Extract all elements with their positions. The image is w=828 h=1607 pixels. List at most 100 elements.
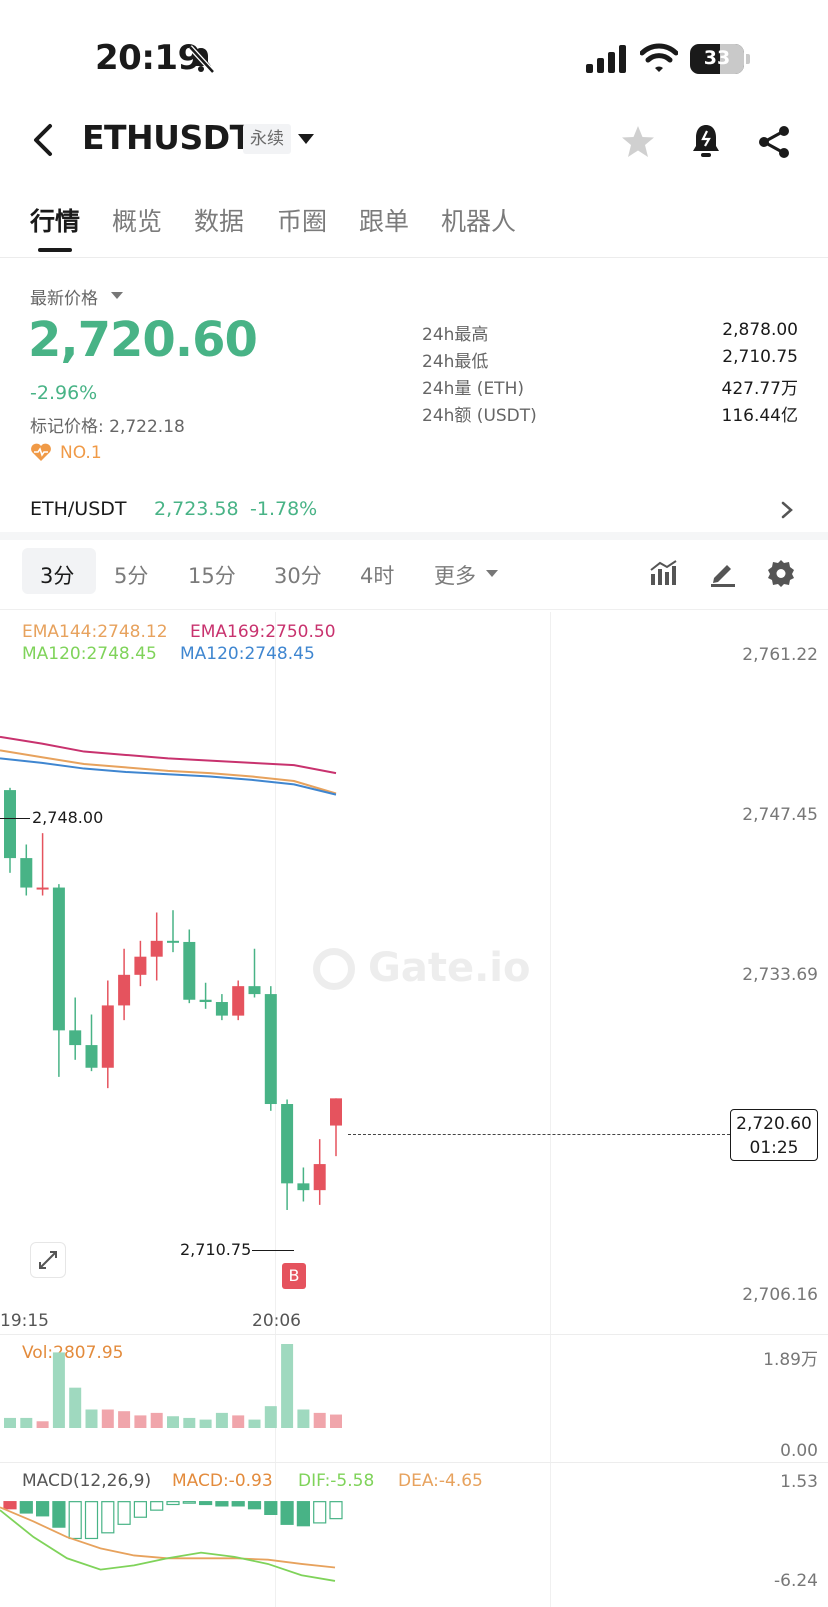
stat-label-volume: 24h量 (ETH) <box>422 379 524 399</box>
settings-gear-icon[interactable] <box>766 558 796 588</box>
tab-market[interactable]: 行情 <box>30 207 81 236</box>
volume-bar <box>134 1415 147 1428</box>
macd-histogram-bar <box>19 1501 33 1514</box>
legend-dea: DEA:-4.65 <box>398 1471 483 1491</box>
tab-data[interactable]: 数据 <box>194 207 245 236</box>
x-axis-label: 19:15 <box>0 1311 49 1331</box>
legend-ma120-green: MA120:2748.45 <box>22 644 157 664</box>
bell-off-icon <box>188 45 215 74</box>
timeframe-5m[interactable]: 5分 <box>114 564 149 588</box>
timeframe-4h[interactable]: 4时 <box>360 564 395 588</box>
volume-bar <box>313 1412 326 1428</box>
status-time: 20:19 <box>95 38 201 78</box>
volume-bar <box>4 1417 16 1428</box>
macd-histogram-bar <box>84 1501 99 1540</box>
battery-level: 33 <box>703 47 731 69</box>
candle-body <box>330 1098 342 1126</box>
candle-body <box>101 1005 114 1068</box>
share-icon[interactable] <box>757 124 791 160</box>
candle-body <box>134 956 147 975</box>
symbol-dropdown-caret-icon[interactable] <box>298 134 314 144</box>
macd-histogram-bar <box>264 1501 278 1516</box>
tab-bots[interactable]: 机器人 <box>441 207 517 236</box>
candle-countdown: 01:25 <box>749 1138 799 1158</box>
macd-histogram-bar <box>247 1501 262 1510</box>
macd-axis-label: 1.53 <box>780 1472 818 1492</box>
back-icon[interactable] <box>28 120 58 160</box>
macd-histogram-bar <box>101 1501 115 1534</box>
high-marker-line <box>0 818 30 819</box>
spot-price[interactable]: 2,723.58 <box>154 498 239 520</box>
more-timeframes-caret-icon[interactable] <box>486 570 498 577</box>
volume-bar <box>36 1421 49 1428</box>
volume-bar <box>330 1414 342 1428</box>
legend-ma120-blue: MA120:2748.45 <box>180 644 315 664</box>
contract-type-badge[interactable]: 永续 <box>243 124 291 154</box>
volume-bar <box>297 1409 310 1428</box>
candle-body <box>167 940 179 943</box>
candle-body <box>264 994 277 1105</box>
timeframe-3m[interactable]: 3分 <box>40 564 75 588</box>
spot-change[interactable]: -1.78% <box>250 498 318 520</box>
tab-community[interactable]: 币圈 <box>277 207 328 236</box>
exchange-watermark: Gate.io <box>368 945 531 991</box>
fullscreen-button[interactable] <box>30 1242 66 1278</box>
macd-histogram-bar <box>35 1501 50 1517</box>
current-price-tag[interactable]: 2,720.60 01:25 <box>730 1109 818 1161</box>
low-marker-line <box>252 1250 294 1251</box>
favorite-star-icon[interactable] <box>620 124 656 160</box>
indicator-chart-icon[interactable] <box>648 558 678 588</box>
grid-line-vertical <box>550 612 551 1607</box>
macd-histogram-bar <box>117 1501 131 1525</box>
stat-label-high: 24h最高 <box>422 325 489 345</box>
candle-body <box>199 999 212 1003</box>
mark-price: 标记价格: 2,722.18 <box>30 417 185 437</box>
volume-bar <box>248 1419 261 1428</box>
tab-copy-trading[interactable]: 跟单 <box>359 207 410 236</box>
macd-histogram-bar <box>52 1501 66 1528</box>
price-alert-bell-icon[interactable] <box>690 122 722 160</box>
current-price-line <box>348 1134 730 1135</box>
legend-macd-title: MACD(12,26,9) <box>22 1471 152 1491</box>
price-type-caret-icon[interactable] <box>111 292 123 299</box>
current-price-value: 2,720.60 <box>736 1114 812 1134</box>
wifi-icon <box>640 43 678 72</box>
macd-histogram-bar <box>68 1501 82 1540</box>
ema144-line <box>0 749 337 795</box>
macd-histogram-bar <box>182 1501 196 1504</box>
chevron-right-icon[interactable] <box>780 500 794 520</box>
x-axis-label: 20:06 <box>252 1311 301 1331</box>
candle-body <box>281 1104 294 1184</box>
last-price-label[interactable]: 最新价格 <box>30 289 98 309</box>
active-tab-indicator <box>38 248 72 252</box>
timeframe-15m[interactable]: 15分 <box>188 564 236 588</box>
stat-value-high: 2,878.00 <box>722 320 798 340</box>
volume-bar <box>52 1352 65 1428</box>
tab-overview[interactable]: 概览 <box>112 207 163 236</box>
heart-rank-icon <box>31 443 51 461</box>
legend-volume: Vol:2807.95 <box>22 1343 124 1363</box>
section-divider <box>0 532 828 540</box>
spot-pair[interactable]: ETH/USDT <box>30 498 127 520</box>
volume-axis-label: 0.00 <box>780 1441 818 1461</box>
macd-histogram-bar <box>296 1501 310 1527</box>
candlestick-chart[interactable] <box>0 612 828 1332</box>
candle-body <box>297 1183 310 1191</box>
volume-bar <box>232 1415 245 1428</box>
legend-ema144: EMA144:2748.12 <box>22 622 168 642</box>
candle-body <box>4 790 16 859</box>
volume-bar <box>85 1409 98 1428</box>
ma120-line <box>0 757 337 796</box>
volume-bar <box>118 1411 131 1428</box>
volume-bar <box>69 1387 82 1428</box>
cellular-signal-icon <box>586 45 626 73</box>
timeframe-more[interactable]: 更多 <box>434 564 476 588</box>
draw-pen-icon[interactable] <box>708 558 738 588</box>
symbol-title[interactable]: ETHUSDT <box>82 118 252 157</box>
y-axis-label: 2,761.22 <box>742 645 818 665</box>
timeframe-30m[interactable]: 30分 <box>274 564 322 588</box>
y-axis-label: 2,733.69 <box>742 965 818 985</box>
macd-histogram-bar <box>150 1501 164 1511</box>
rank-badge[interactable]: NO.1 <box>60 443 102 463</box>
buy-trade-marker[interactable]: B <box>282 1263 306 1289</box>
